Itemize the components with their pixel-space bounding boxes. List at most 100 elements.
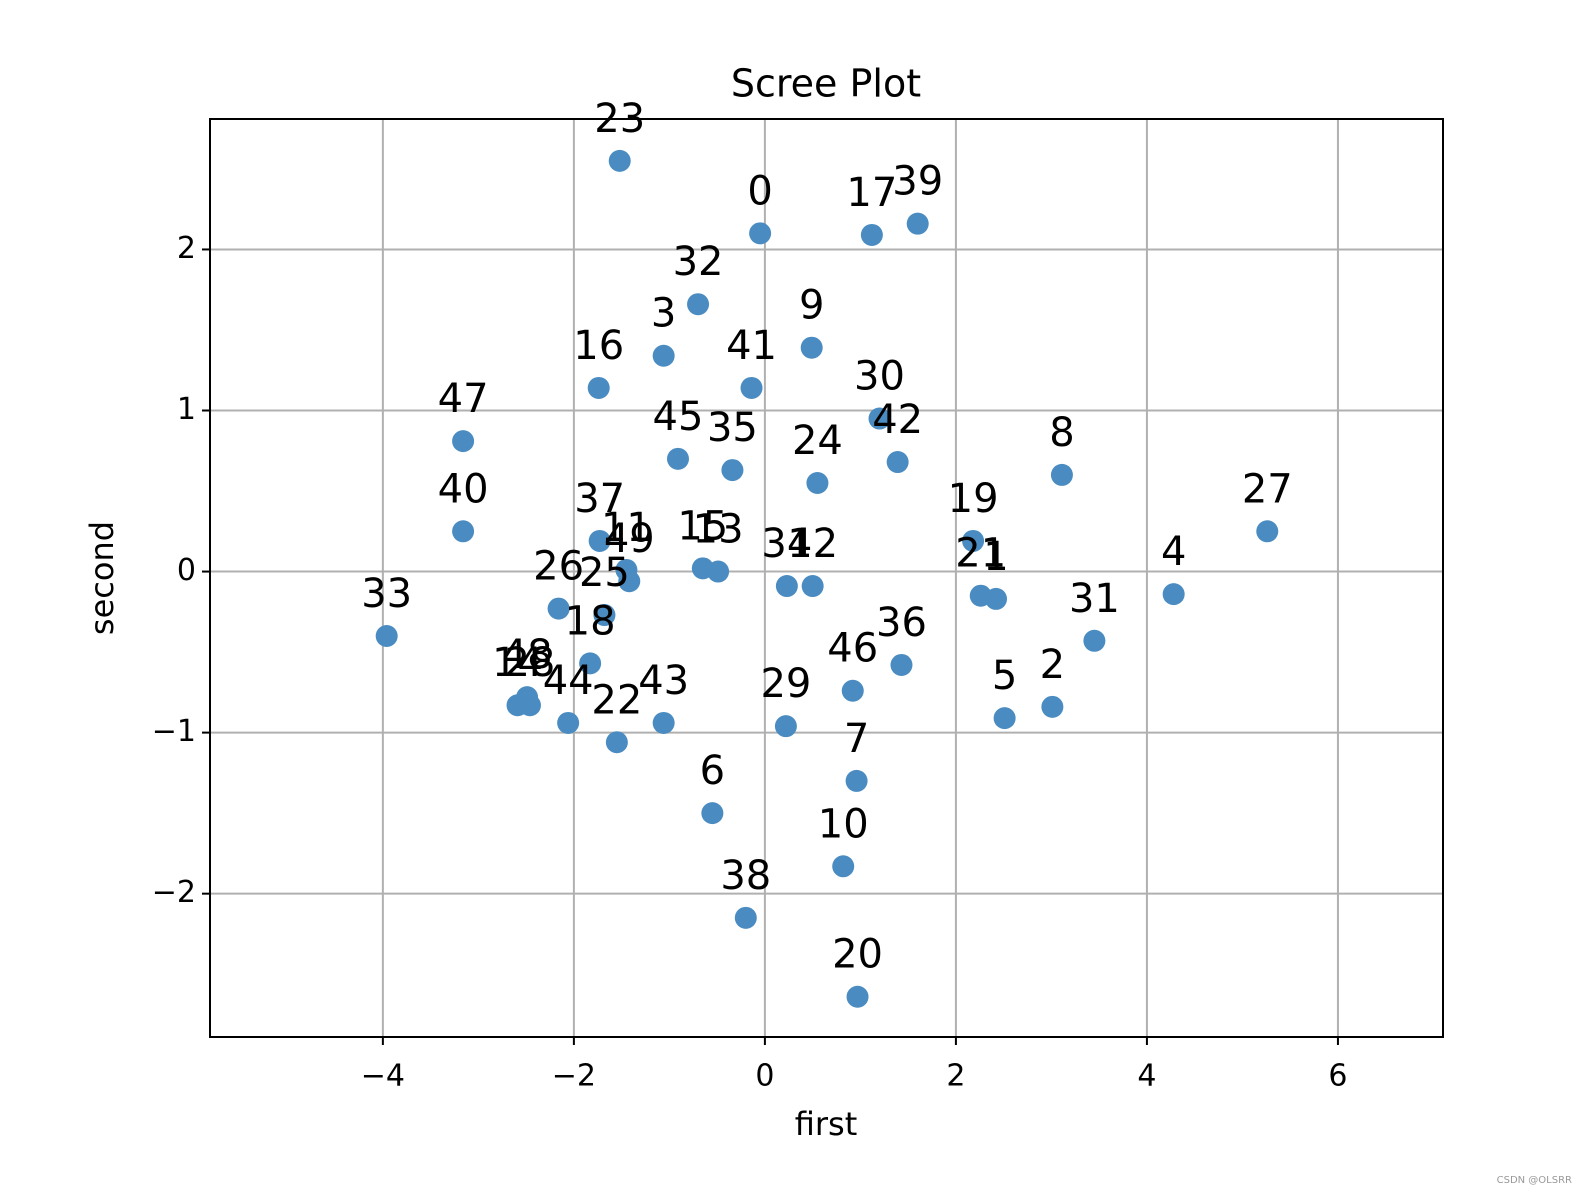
y-axis-label: second [83,521,121,635]
x-tick-label: 0 [755,1059,774,1094]
point-label: 1 [983,534,1008,580]
point [846,985,869,1008]
point [666,447,689,470]
point-label: 49 [604,516,655,562]
point-label: 43 [638,658,689,704]
point-label: 45 [653,394,704,440]
point [375,624,398,647]
point-label: 13 [693,507,744,553]
point-label: 30 [854,354,905,400]
point-label: 5 [992,653,1017,699]
point [749,222,772,245]
point-label: 25 [579,550,630,596]
point-label: 37 [574,476,625,522]
point [557,711,580,734]
point [1050,463,1073,486]
point-label: 12 [787,521,838,567]
point [587,376,610,399]
point-label: 27 [1242,466,1293,512]
point [860,223,883,246]
point [841,679,864,702]
x-tick-label: 6 [1328,1059,1347,1094]
y-tick-label: 1 [177,392,196,427]
point-label: 21 [955,531,1006,577]
point-label: 33 [361,571,412,617]
point [775,575,798,598]
point [652,344,675,367]
point-label: 47 [438,376,489,422]
point-label: 16 [573,323,624,369]
point-label: 44 [543,658,594,704]
point [969,584,992,607]
x-tick-label: −4 [361,1059,405,1094]
point [801,575,824,598]
point [691,557,714,580]
point [1041,695,1064,718]
point [806,471,829,494]
point-label: 42 [872,397,923,443]
point-label: 24 [792,418,843,464]
y-tick-label: −2 [152,875,196,910]
point-label: 7 [844,716,869,762]
point [962,529,985,552]
point [516,686,539,709]
x-tick-label: −2 [552,1059,596,1094]
x-tick-label: 4 [1137,1059,1156,1094]
point-label: 18 [565,598,616,644]
point-label: 32 [673,239,724,285]
point [701,802,724,825]
point [593,604,616,627]
x-tick-label: 2 [946,1059,965,1094]
point [608,149,631,172]
point [547,597,570,620]
point [452,430,475,453]
point-label: 22 [591,677,642,723]
point-label: 3 [651,291,676,337]
point-label: 4 [1161,529,1186,575]
point-label: 28 [504,640,555,686]
point [886,451,909,474]
point [452,520,475,543]
point-label: 29 [760,661,811,707]
point-label: 17 [846,170,897,216]
point [652,711,675,734]
point-label: 26 [533,544,584,590]
point [1162,583,1185,606]
watermark: CSDN @OLSRR [1497,1175,1572,1186]
point-label: 10 [818,801,869,847]
point [687,293,710,316]
point-label: 2 [1040,642,1065,688]
point-label: 35 [707,405,758,451]
point [1083,629,1106,652]
y-tick-label: 2 [177,231,196,266]
y-tick-label: −1 [152,714,196,749]
point-label: 0 [747,168,772,214]
point-label: 41 [726,323,777,369]
point-label: 40 [438,466,489,512]
point-label: 14 [492,640,543,686]
y-tick-label: 0 [177,553,196,588]
point [1256,520,1279,543]
point [890,653,913,676]
x-axis-label: first [795,1105,858,1143]
point-label: 15 [677,503,728,549]
point-label: 9 [799,283,824,329]
point [734,906,757,929]
point-label: 38 [720,853,771,899]
point [832,855,855,878]
point [868,407,891,430]
point [579,652,602,675]
point-label: 39 [892,159,943,205]
point [800,336,823,359]
point-label: 31 [1069,576,1120,622]
point [618,570,641,593]
point-label: 46 [827,626,878,672]
point [588,529,611,552]
point [845,769,868,792]
point [721,459,744,482]
point-label: 11 [601,505,652,551]
point [605,731,628,754]
point-label: 48 [502,632,553,678]
